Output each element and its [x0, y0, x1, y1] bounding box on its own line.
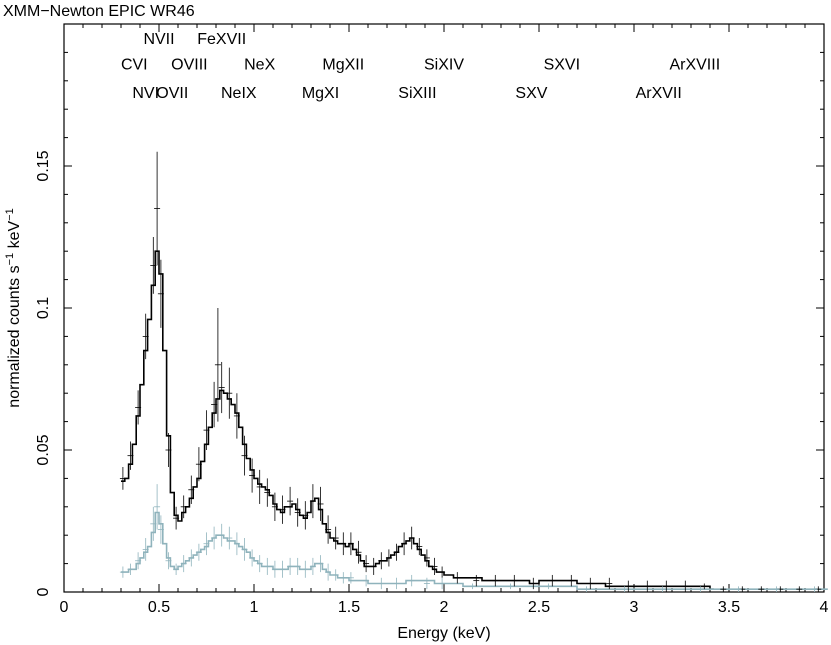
- line-label: NVI: [132, 85, 159, 102]
- x-tick-label: 4: [820, 599, 829, 616]
- line-label: SXVI: [544, 56, 580, 73]
- x-tick-label: 1: [250, 599, 259, 616]
- y-tick-label: 0.05: [35, 434, 52, 465]
- line-label: ArXVII: [636, 85, 682, 102]
- x-tick-label: 0.5: [148, 599, 170, 616]
- y-tick-label: 0.15: [35, 150, 52, 181]
- y-tick-label: 0: [35, 587, 52, 596]
- line-label: ArXVIII: [669, 56, 720, 73]
- line-label: MgXII: [322, 56, 364, 73]
- x-tick-label: 2.5: [528, 599, 550, 616]
- plot-frame: [63, 23, 825, 593]
- x-tick-label: 0: [60, 599, 69, 616]
- line-label: SiXIV: [424, 56, 464, 73]
- y-axis-label: normalized counts s−1 keV−1: [4, 208, 23, 407]
- line-label: MgXI: [302, 85, 339, 102]
- series-layer: [121, 250, 828, 590]
- chart-title: XMM−Newton EPIC WR46: [3, 3, 195, 20]
- line-label: CVI: [121, 56, 148, 73]
- line-label: NVII: [143, 31, 174, 48]
- line-label: OVIII: [171, 56, 207, 73]
- line-label: SXV: [515, 85, 547, 102]
- y-tick-label: 0.1: [35, 297, 52, 319]
- line-label: FeXVII: [197, 31, 246, 48]
- line-label: NeIX: [221, 85, 257, 102]
- x-tick-label: 3: [630, 599, 639, 616]
- line-label: OVII: [156, 85, 188, 102]
- axis-ticks: 0 0.5 1 1.5 2 2.5 3 3.5 4 0 0.05 0.1 0.15: [35, 24, 829, 616]
- data-points-layer: [119, 151, 822, 592]
- x-tick-label: 1.5: [338, 599, 360, 616]
- x-tick-label: 3.5: [718, 599, 740, 616]
- x-tick-label: 2: [440, 599, 449, 616]
- line-annotations: NVII FeXVII CVI OVIII NeX MgXII SiXIV SXVI ArXVI…: [121, 31, 720, 102]
- x-axis-label: Energy (keV): [397, 625, 490, 642]
- line-label: SiXIII: [398, 85, 436, 102]
- line-label: NeX: [244, 56, 275, 73]
- model-step-line-0: [121, 250, 714, 590]
